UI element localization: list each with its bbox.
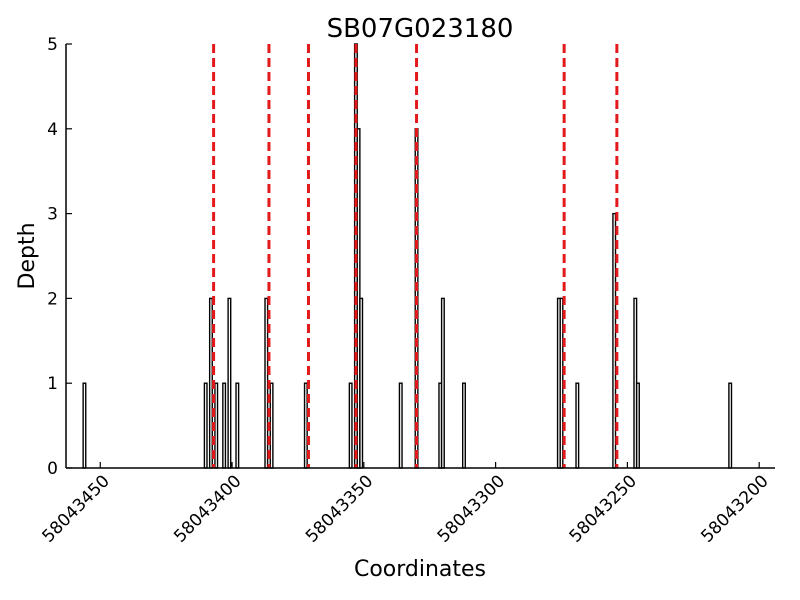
x-tick-label-58043300: 58043300 bbox=[434, 471, 509, 546]
bar-6 bbox=[235, 382, 240, 469]
y-tick-label-4: 4 bbox=[47, 120, 58, 140]
bar-10 bbox=[348, 382, 353, 469]
chart-title: SB07G023180 bbox=[327, 14, 514, 44]
y-tick-label-5: 5 bbox=[47, 35, 58, 55]
y-tick-label-0: 0 bbox=[47, 459, 58, 479]
bar-25 bbox=[728, 382, 733, 469]
bar-24 bbox=[635, 382, 640, 469]
x-tick-label-58043250: 58043250 bbox=[566, 471, 641, 546]
x-tick-label-58043400: 58043400 bbox=[170, 471, 245, 546]
bar-20 bbox=[559, 297, 564, 469]
x-tick-label-58043450: 58043450 bbox=[38, 471, 113, 546]
x-ticks-group: 58043450 58043400 58043350 58043300 58043250… bbox=[38, 462, 773, 547]
y-axis-label: Depth bbox=[15, 222, 40, 289]
bar-7 bbox=[264, 297, 269, 469]
x-tick-label-58043350: 58043350 bbox=[302, 471, 377, 546]
bar-2 bbox=[208, 297, 213, 469]
bar-1 bbox=[203, 382, 208, 469]
y-tick-label-3: 3 bbox=[47, 205, 58, 225]
bar-17 bbox=[440, 297, 445, 469]
bar-18 bbox=[461, 382, 466, 469]
bar-13 bbox=[359, 297, 364, 469]
bar-0 bbox=[82, 382, 87, 469]
y-tick-label-1: 1 bbox=[47, 374, 58, 394]
x-tick-label-58043200: 58043200 bbox=[697, 471, 772, 546]
reference-lines-group bbox=[212, 44, 619, 468]
bar-22 bbox=[612, 212, 617, 469]
x-axis-label: Coordinates bbox=[354, 557, 486, 582]
y-ticks-group: 0 1 2 3 4 5 bbox=[47, 35, 72, 479]
bar-21 bbox=[575, 382, 580, 469]
bar-14 bbox=[398, 382, 403, 469]
bar-4 bbox=[222, 382, 227, 469]
bar-3 bbox=[214, 382, 219, 469]
bar-8 bbox=[269, 382, 274, 469]
y-tick-label-2: 2 bbox=[47, 289, 58, 309]
bars-group bbox=[82, 43, 733, 469]
bar-5 bbox=[227, 297, 232, 469]
bar-9 bbox=[303, 382, 308, 469]
